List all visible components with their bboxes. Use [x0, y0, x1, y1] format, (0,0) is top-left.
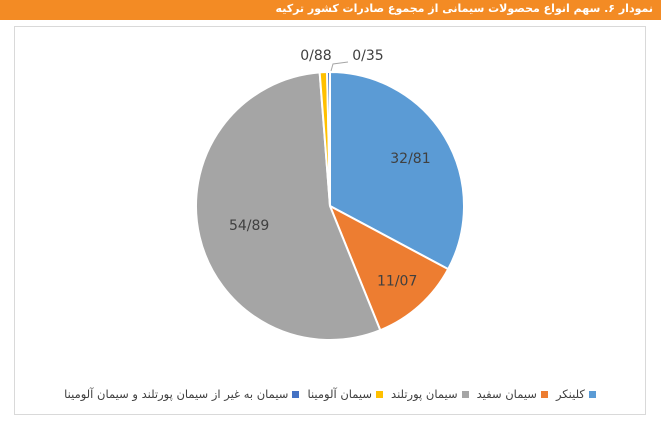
- header-bar: نمودار ۶. سهم انواع محصولات سیمانی از مج…: [0, 0, 661, 20]
- pie-slice: [328, 203, 450, 332]
- legend-item: سیمان آلومینا: [307, 387, 384, 401]
- pie-slice: [326, 70, 331, 207]
- legend-swatch: [588, 390, 596, 398]
- legend-swatch: [376, 390, 384, 398]
- slice-data-label: 32/81: [390, 151, 430, 167]
- legend-item: سیمان به غیر از سیمان پورتلند و سیمان آل…: [64, 387, 300, 401]
- legend-swatch: [540, 390, 548, 398]
- legend-swatch: [461, 390, 469, 398]
- legend-label: سیمان آلومینا: [307, 387, 373, 401]
- legend-label: کلینکر: [555, 387, 585, 401]
- legend: کلینکر سیمان سفید سیمان پورتلند سیمان آلومی…: [14, 383, 646, 405]
- pie-chart: 32/81 11/07 54/89 0/88 0/35: [195, 48, 465, 341]
- slice-data-label: 54/89: [229, 218, 269, 234]
- legend-label: سیمان به غیر از سیمان پورتلند و سیمان آل…: [64, 387, 289, 401]
- legend-item: سیمان پورتلند: [391, 387, 469, 401]
- legend-swatch: [292, 390, 300, 398]
- legend-label: سیمان پورتلند: [391, 387, 458, 401]
- slice-data-label: 0/35: [352, 48, 383, 64]
- slice-data-label: 0/88: [300, 48, 331, 64]
- legend-item: سیمان سفید: [477, 387, 548, 401]
- legend-item: کلینکر: [556, 387, 596, 401]
- legend-label: سیمان سفید: [476, 387, 537, 401]
- slice-data-label: 11/07: [377, 274, 417, 290]
- pie-slice: [329, 70, 465, 271]
- leader-line: [330, 61, 349, 72]
- figure-caption: نمودار ۶. سهم انواع محصولات سیمانی از مج…: [275, 2, 653, 15]
- pie-slice: [195, 71, 382, 341]
